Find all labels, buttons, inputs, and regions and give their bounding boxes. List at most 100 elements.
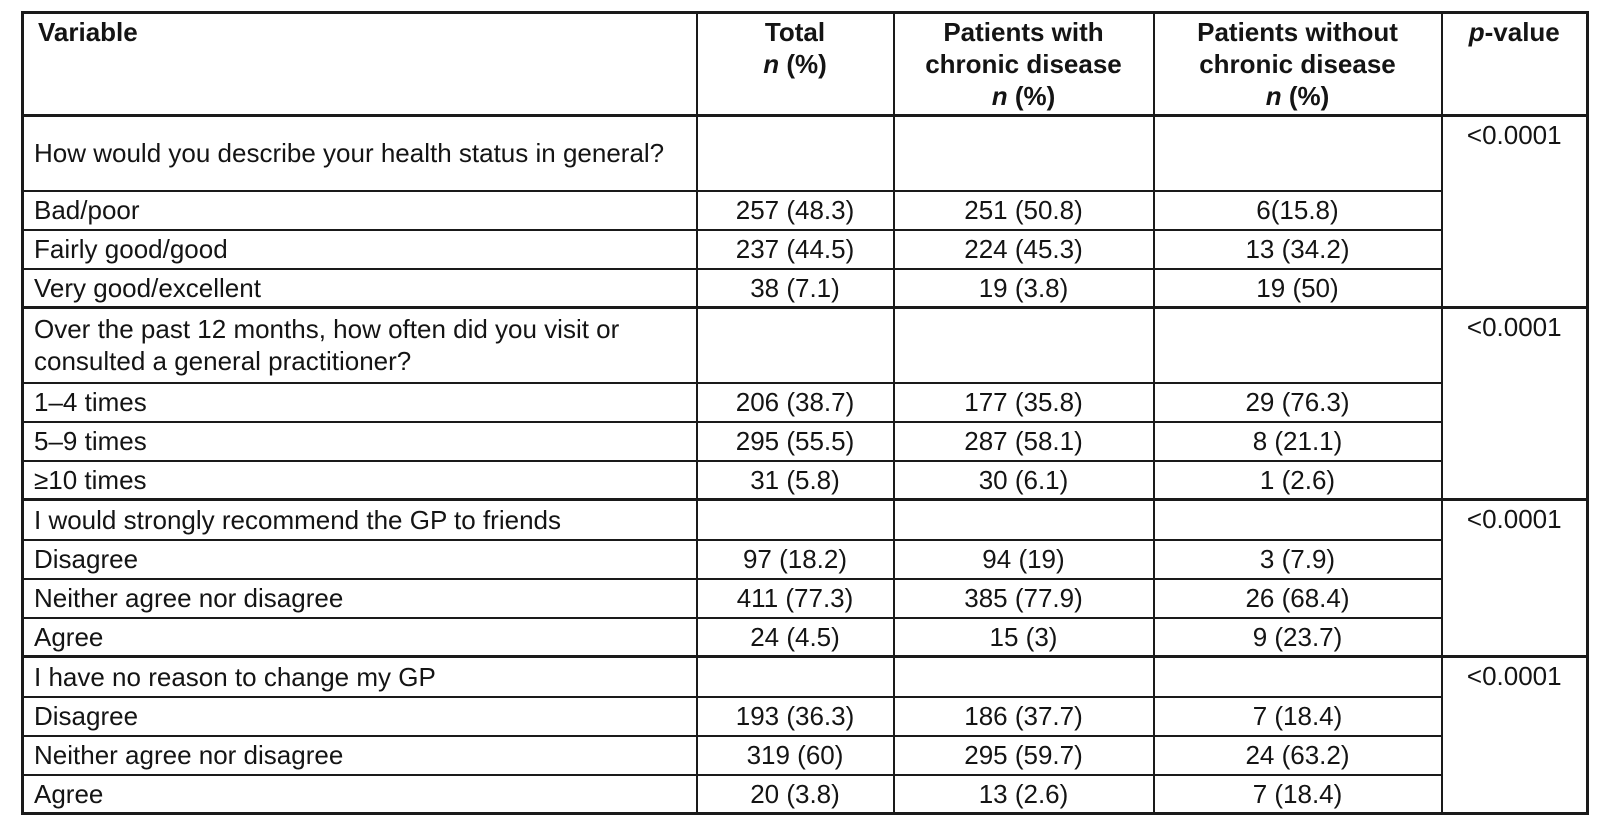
category-cell: Very good/excellent xyxy=(21,267,698,309)
table-row: Agree 20 (3.8) 13 (2.6) 7 (18.4) xyxy=(21,773,1588,815)
header-without-cd-title: Patients without chronic disease xyxy=(1197,17,1398,79)
table-row: Neither agree nor disagree 319 (60) 295 … xyxy=(21,734,1588,776)
p-value-cell: <0.0001 xyxy=(1440,498,1589,658)
total-cell: 20 (3.8) xyxy=(695,773,895,815)
category-cell: 5–9 times xyxy=(21,420,698,462)
empty-cell xyxy=(1152,114,1443,192)
table-row: Agree 24 (4.5) 15 (3) 9 (23.7) xyxy=(21,616,1588,658)
total-cell: 38 (7.1) xyxy=(695,267,895,309)
empty-cell xyxy=(1152,498,1443,541)
table-row: Disagree 193 (36.3) 186 (37.7) 7 (18.4) xyxy=(21,695,1588,737)
total-cell: 237 (44.5) xyxy=(695,228,895,270)
header-without-cd-sub: n (%) xyxy=(1265,81,1330,111)
header-without-chronic-disease: Patients without chronic disease n (%) xyxy=(1152,11,1443,117)
header-with-cd-sub: n (%) xyxy=(991,81,1056,111)
table-row: Bad/poor 257 (48.3) 251 (50.8) 6(15.8) xyxy=(21,189,1588,231)
question-cell: How would you describe your health statu… xyxy=(21,114,698,192)
question-cell: I have no reason to change my GP xyxy=(21,655,698,698)
header-total: Total n (%) xyxy=(695,11,895,117)
category-cell: Bad/poor xyxy=(21,189,698,231)
table-row: 5–9 times 295 (55.5) 287 (58.1) 8 (21.1) xyxy=(21,420,1588,462)
question-row: I have no reason to change my GP <0.0001 xyxy=(21,655,1589,815)
empty-cell xyxy=(1152,655,1443,698)
question-cell: I would strongly recommend the GP to fri… xyxy=(21,498,698,541)
table-header: Variable Total n (%) Patients with chron… xyxy=(21,11,1589,117)
with-cd-cell: 19 (3.8) xyxy=(892,267,1155,309)
with-cd-cell: 13 (2.6) xyxy=(892,773,1155,815)
with-cd-cell: 251 (50.8) xyxy=(892,189,1155,231)
total-cell: 319 (60) xyxy=(695,734,895,776)
without-cd-cell: 24 (63.2) xyxy=(1152,734,1443,776)
table-row: Fairly good/good 237 (44.5) 224 (45.3) 1… xyxy=(21,228,1588,270)
without-cd-cell: 29 (76.3) xyxy=(1152,381,1443,423)
category-cell: Neither agree nor disagree xyxy=(21,577,698,619)
without-cd-cell: 26 (68.4) xyxy=(1152,577,1443,619)
header-variable-label: Variable xyxy=(38,17,138,47)
with-cd-cell: 186 (37.7) xyxy=(892,695,1155,737)
total-cell: 31 (5.8) xyxy=(695,459,895,501)
empty-cell xyxy=(695,498,895,541)
total-cell: 206 (38.7) xyxy=(695,381,895,423)
header-variable: Variable xyxy=(21,11,698,117)
without-cd-cell: 1 (2.6) xyxy=(1152,459,1443,501)
without-cd-cell: 19 (50) xyxy=(1152,267,1443,309)
category-cell: 1–4 times xyxy=(21,381,698,423)
without-cd-cell: 3 (7.9) xyxy=(1152,538,1443,580)
category-cell: Neither agree nor disagree xyxy=(21,734,698,776)
empty-cell xyxy=(695,655,895,698)
table-row: Very good/excellent 38 (7.1) 19 (3.8) 19… xyxy=(21,267,1588,309)
statistics-table: Variable Total n (%) Patients with chron… xyxy=(21,11,1589,815)
total-cell: 193 (36.3) xyxy=(695,695,895,737)
header-row: Variable Total n (%) Patients with chron… xyxy=(21,11,1589,117)
category-cell: ≥10 times xyxy=(21,459,698,501)
question-cell: Over the past 12 months, how often did y… xyxy=(21,306,698,384)
without-cd-cell: 7 (18.4) xyxy=(1152,773,1443,815)
category-cell: Disagree xyxy=(21,695,698,737)
empty-cell xyxy=(695,306,895,384)
category-cell: Fairly good/good xyxy=(21,228,698,270)
category-cell: Disagree xyxy=(21,538,698,580)
header-total-sub: n (%) xyxy=(763,49,827,79)
without-cd-cell: 13 (34.2) xyxy=(1152,228,1443,270)
with-cd-cell: 15 (3) xyxy=(892,616,1155,658)
question-row: I would strongly recommend the GP to fri… xyxy=(21,498,1589,658)
header-total-title: Total xyxy=(764,17,826,47)
with-cd-cell: 385 (77.9) xyxy=(892,577,1155,619)
question-row: Over the past 12 months, how often did y… xyxy=(21,306,1589,501)
empty-cell xyxy=(695,114,895,192)
without-cd-cell: 8 (21.1) xyxy=(1152,420,1443,462)
header-with-cd-title: Patients with chronic disease xyxy=(925,17,1122,79)
table-body: How would you describe your health statu… xyxy=(21,114,1589,815)
table-row: Disagree 97 (18.2) 94 (19) 3 (7.9) xyxy=(21,538,1588,580)
without-cd-cell: 7 (18.4) xyxy=(1152,695,1443,737)
with-cd-cell: 287 (58.1) xyxy=(892,420,1155,462)
total-cell: 295 (55.5) xyxy=(695,420,895,462)
empty-cell xyxy=(892,498,1155,541)
category-cell: Agree xyxy=(21,616,698,658)
with-cd-cell: 94 (19) xyxy=(892,538,1155,580)
total-cell: 24 (4.5) xyxy=(695,616,895,658)
p-value-cell: <0.0001 xyxy=(1440,655,1589,815)
header-with-chronic-disease: Patients with chronic disease n (%) xyxy=(892,11,1155,117)
p-value-cell: <0.0001 xyxy=(1440,306,1589,501)
table-row: Neither agree nor disagree 411 (77.3) 38… xyxy=(21,577,1588,619)
header-p-value: p-value xyxy=(1440,11,1589,117)
question-row: How would you describe your health statu… xyxy=(21,114,1589,309)
table-row: ≥10 times 31 (5.8) 30 (6.1) 1 (2.6) xyxy=(21,459,1588,501)
with-cd-cell: 177 (35.8) xyxy=(892,381,1155,423)
without-cd-cell: 6(15.8) xyxy=(1152,189,1443,231)
with-cd-cell: 224 (45.3) xyxy=(892,228,1155,270)
p-value-cell: <0.0001 xyxy=(1440,114,1589,309)
empty-cell xyxy=(892,114,1155,192)
without-cd-cell: 9 (23.7) xyxy=(1152,616,1443,658)
total-cell: 411 (77.3) xyxy=(695,577,895,619)
total-cell: 97 (18.2) xyxy=(695,538,895,580)
table-row: 1–4 times 206 (38.7) 177 (35.8) 29 (76.3… xyxy=(21,381,1588,423)
with-cd-cell: 295 (59.7) xyxy=(892,734,1155,776)
empty-cell xyxy=(892,655,1155,698)
category-cell: Agree xyxy=(21,773,698,815)
total-cell: 257 (48.3) xyxy=(695,189,895,231)
empty-cell xyxy=(892,306,1155,384)
with-cd-cell: 30 (6.1) xyxy=(892,459,1155,501)
